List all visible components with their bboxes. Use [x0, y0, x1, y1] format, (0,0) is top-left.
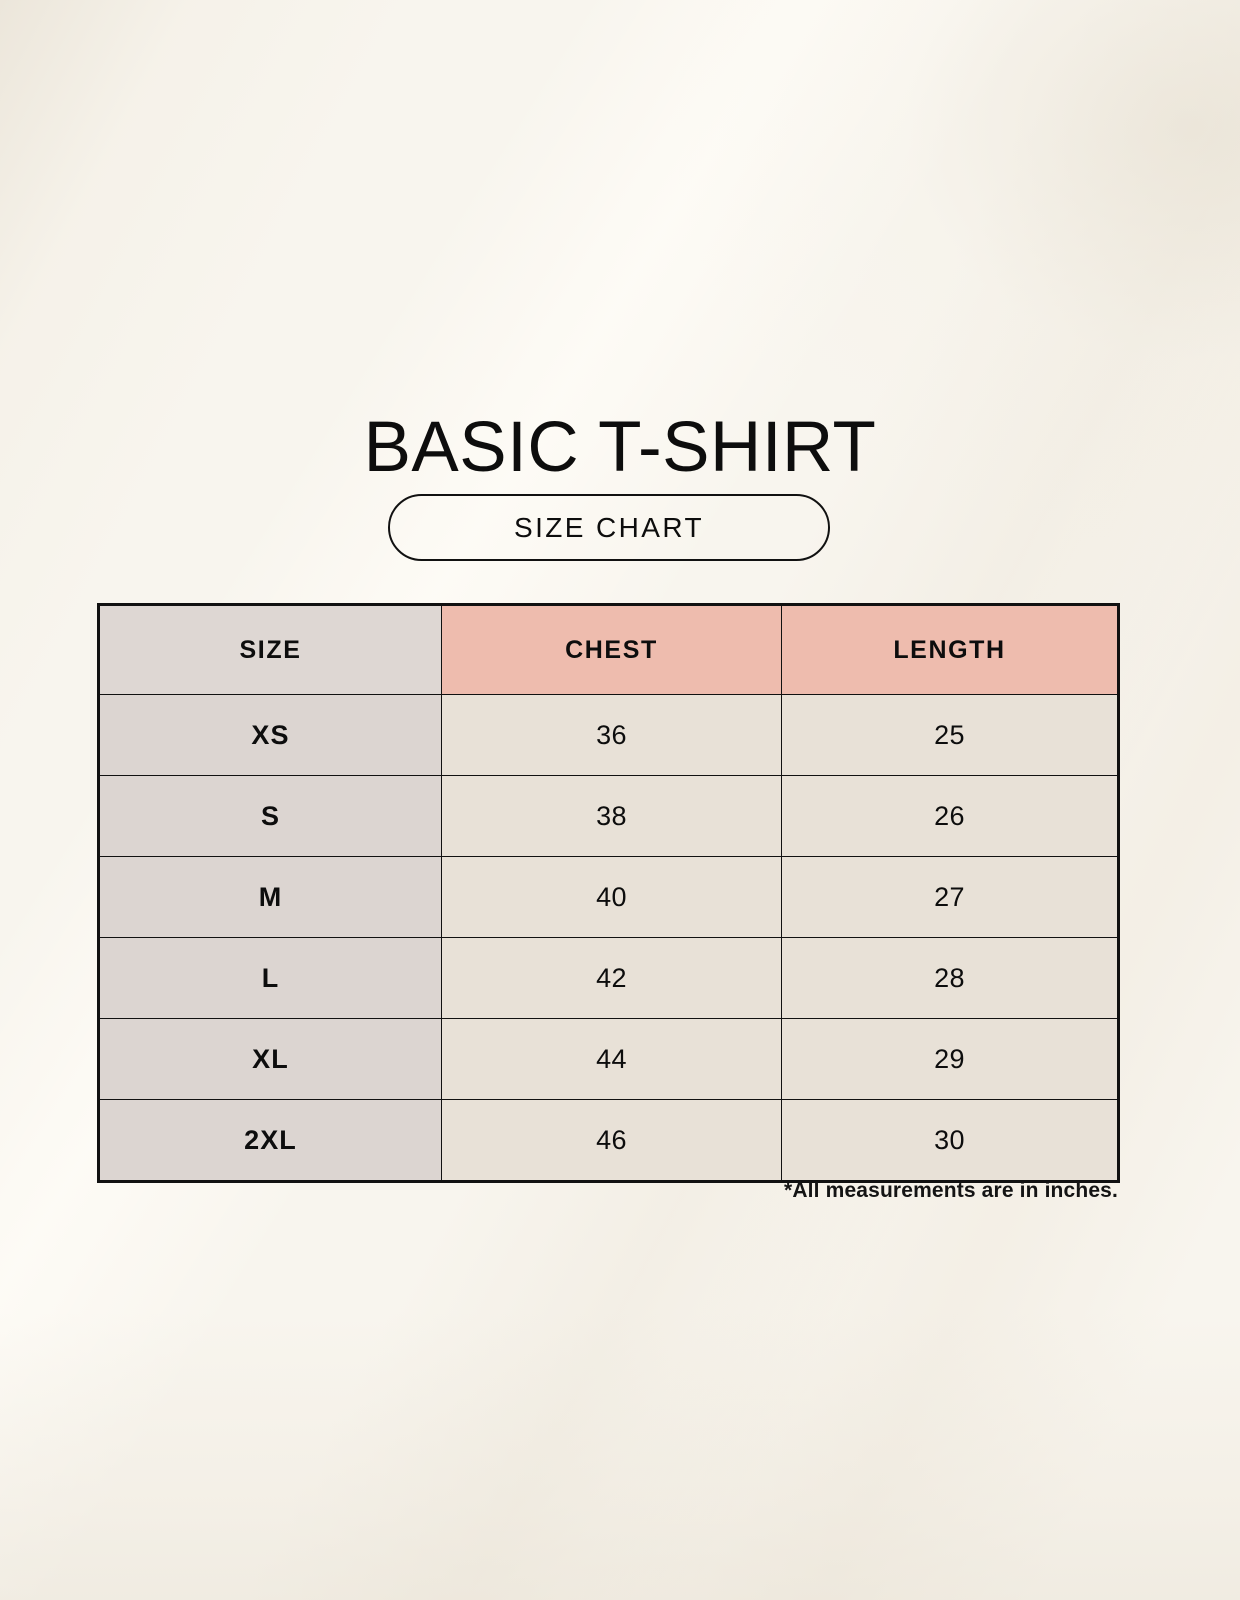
page-title: BASIC T-SHIRT — [363, 407, 877, 487]
cell-chest: 38 — [441, 775, 782, 857]
cell-chest: 44 — [441, 1018, 782, 1100]
table-row: XL 44 29 — [98, 1018, 1119, 1100]
column-header-length: LENGTH — [781, 604, 1119, 695]
cell-length: 29 — [781, 1018, 1119, 1100]
cell-size: M — [98, 856, 442, 938]
cell-size: S — [98, 775, 442, 857]
measurement-unit-note: *All measurements are in inches. — [784, 1179, 1118, 1202]
cell-length: 28 — [781, 937, 1119, 1019]
table-row: XS 36 25 — [98, 694, 1119, 776]
cell-chest: 40 — [441, 856, 782, 938]
cell-length: 26 — [781, 775, 1119, 857]
table-header-row: SIZE CHEST LENGTH — [98, 604, 1119, 695]
table-row: 2XL 46 30 — [98, 1099, 1119, 1182]
cell-size: L — [98, 937, 442, 1019]
table-body: XS 36 25 S 38 26 M 40 27 L 42 28 XL 44 — [98, 694, 1119, 1182]
size-chart-table: SIZE CHEST LENGTH XS 36 25 S 38 26 M 40 … — [97, 603, 1120, 1183]
size-chart-badge: SIZE CHART — [388, 494, 830, 561]
column-header-chest: CHEST — [441, 604, 782, 695]
table-row: S 38 26 — [98, 775, 1119, 857]
size-chart-badge-label: SIZE CHART — [514, 511, 704, 543]
cell-chest: 42 — [441, 937, 782, 1019]
cell-chest: 36 — [441, 694, 782, 776]
column-header-size: SIZE — [98, 604, 442, 695]
table-row: M 40 27 — [98, 856, 1119, 938]
table-header: SIZE CHEST LENGTH — [98, 604, 1119, 695]
cell-size: XS — [98, 694, 442, 776]
cell-length: 27 — [781, 856, 1119, 938]
cell-chest: 46 — [441, 1099, 782, 1182]
cell-size: XL — [98, 1018, 442, 1100]
cell-length: 25 — [781, 694, 1119, 776]
table-row: L 42 28 — [98, 937, 1119, 1019]
cell-length: 30 — [781, 1099, 1119, 1182]
cell-size: 2XL — [98, 1099, 442, 1182]
